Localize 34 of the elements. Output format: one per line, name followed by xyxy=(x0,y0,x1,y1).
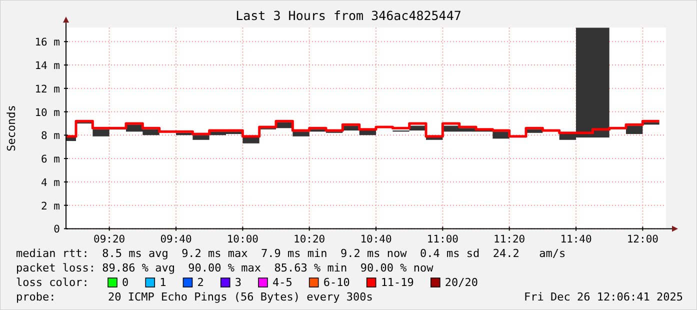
x-tick-label: 12:00 xyxy=(626,234,658,246)
text: loss color: xyxy=(16,276,89,289)
y-tick-label: 6 m xyxy=(41,154,60,166)
text: 11-19 xyxy=(380,276,414,289)
y-tick-label: 0 xyxy=(54,224,60,236)
y-axis-title: Seconds xyxy=(5,104,18,152)
y-tick-label: 2 m xyxy=(41,200,60,212)
text: probe: xyxy=(16,290,56,304)
text: 20/20 xyxy=(444,276,478,289)
text: 2 xyxy=(197,276,204,289)
y-tick-label: 16 m xyxy=(34,36,60,49)
text: packet loss: 89.86 % avg 90.00 % max 85.63 % min 90.00 % now xyxy=(16,262,434,274)
x-tick-label: 10:40 xyxy=(360,234,392,246)
text: median rtt: 8.5 ms avg 9.2 ms max 7.9 ms min 9.2 ms now 0.4 ms sd 24.2 am/s xyxy=(16,247,566,260)
x-tick-label: 11:20 xyxy=(494,234,526,246)
text: 6-10 xyxy=(323,276,350,289)
y-tick-label: 8 m xyxy=(41,130,60,142)
x-tick-label: 11:00 xyxy=(426,234,458,246)
text: 0 xyxy=(122,276,129,289)
x-tick-label: 10:00 xyxy=(226,234,258,246)
x-tick-label: 09:40 xyxy=(160,234,192,246)
y-tick-label: 10 m xyxy=(34,106,60,119)
text: 3 xyxy=(234,276,242,289)
y-tick-label: 4 m xyxy=(41,176,60,189)
x-tick-label: 09:20 xyxy=(94,234,126,246)
chart-title: Last 3 Hours from 346ac4825447 xyxy=(236,8,462,23)
text: 20 ICMP Echo Pings (56 Bytes) every 300s xyxy=(108,290,373,304)
y-tick-label: 14 m xyxy=(34,60,60,72)
y-tick-label: 12 m xyxy=(34,83,60,96)
x-tick-label: 10:20 xyxy=(294,234,326,246)
x-tick-label: 11:40 xyxy=(560,234,592,246)
text: 1 xyxy=(160,276,166,289)
text: Fri Dec 26 12:06:41 2025 xyxy=(524,290,683,304)
text: 4-5 xyxy=(272,276,292,289)
